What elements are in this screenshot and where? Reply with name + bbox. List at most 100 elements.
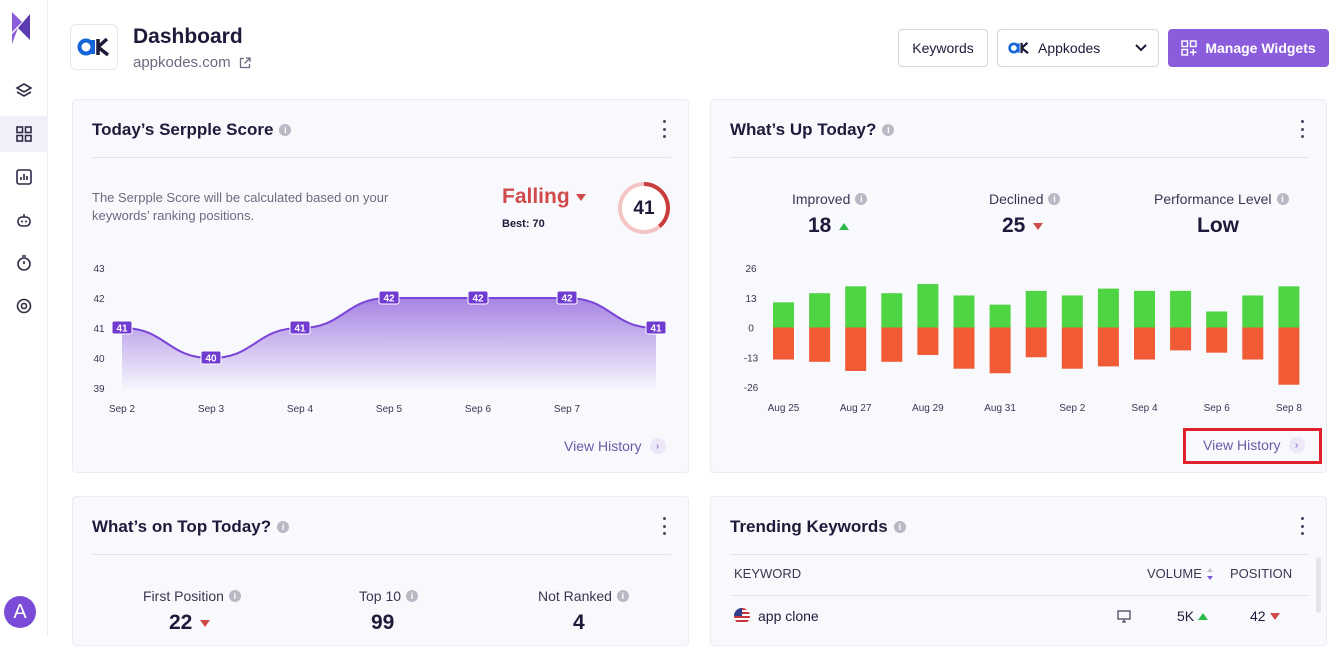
performance-label-text: Performance Level (1154, 191, 1272, 207)
declined-bar (1242, 327, 1264, 360)
serpple-score-card: Today’s Serpple Score i The Serpple Scor… (72, 99, 689, 473)
layers-icon (15, 83, 33, 97)
chevron-right-icon: › (649, 438, 666, 454)
info-icon[interactable]: i (1276, 193, 1289, 205)
site-select[interactable]: Appkodes (997, 29, 1159, 67)
score-area-fill (122, 298, 656, 388)
improved-bar (1206, 311, 1228, 328)
more-options-icon[interactable] (1299, 517, 1305, 535)
trend-status-text: Falling (502, 185, 570, 208)
y-tick-label: -26 (744, 383, 759, 394)
manage-widgets-button[interactable]: Manage Widgets (1168, 29, 1329, 67)
more-options-icon[interactable] (661, 120, 667, 138)
table-row-keyword[interactable]: app clone (734, 608, 819, 624)
declined-bar (1097, 327, 1119, 367)
info-icon[interactable]: i (616, 590, 629, 602)
improved-bar (1025, 290, 1047, 328)
more-options-icon[interactable] (1299, 120, 1305, 138)
down-arrow-icon (1269, 612, 1280, 620)
performance-value: Low (1197, 214, 1239, 237)
us-flag-icon (734, 608, 750, 624)
y-tick-label: -13 (744, 353, 759, 364)
sidebar-item-dashboard[interactable] (0, 116, 48, 152)
data-point-badge (289, 320, 311, 335)
site-domain[interactable]: appkodes.com (133, 54, 251, 71)
declined-bar (773, 327, 794, 360)
first-position-value: 22 (169, 611, 211, 635)
info-icon[interactable]: i (228, 590, 241, 602)
column-header-position[interactable]: POSITION (1230, 566, 1293, 581)
keywords-button[interactable]: Keywords (898, 29, 988, 67)
improved-bar (809, 293, 831, 328)
info-icon[interactable]: i (277, 521, 290, 533)
declined-bar (1061, 327, 1083, 369)
data-point-badge (645, 320, 667, 335)
declined-label-text: Declined (989, 191, 1044, 207)
timer-icon (17, 255, 31, 271)
improved-bar (917, 284, 939, 328)
dashboard-icon (16, 126, 32, 142)
sidebar-item-settings[interactable] (0, 288, 48, 324)
sidebar-item-layers[interactable] (0, 73, 48, 109)
up-arrow-icon (1198, 612, 1209, 620)
app-logo-icon[interactable] (12, 12, 30, 44)
improved-bar (1134, 290, 1155, 328)
data-point-label: 42 (472, 294, 484, 305)
x-tick-label: Sep 5 (376, 404, 403, 415)
settings-icon (16, 298, 32, 314)
desktop-icon (1117, 610, 1131, 623)
info-icon[interactable]: i (279, 124, 292, 136)
serpple-score-title-text: Today’s Serpple Score (92, 120, 274, 139)
declined-bar (881, 327, 903, 362)
improved-bar (953, 295, 975, 328)
sidebar-item-timer[interactable] (0, 245, 48, 281)
info-icon[interactable]: i (882, 124, 895, 136)
table-scrollbar[interactable] (1316, 557, 1321, 613)
sidebar-item-bot[interactable] (0, 202, 48, 238)
not-ranked-value: 4 (573, 611, 585, 634)
data-point-label: 40 (205, 354, 217, 365)
x-tick-label: Sep 4 (1131, 403, 1158, 414)
first-position-label-text: First Position (143, 588, 224, 604)
card-divider (92, 554, 671, 555)
card-divider (730, 157, 1309, 158)
serpple-score-title: Today’s Serpple Score i (92, 120, 292, 140)
improved-value: 18 (808, 214, 850, 238)
top10-label: Top 10 i (359, 588, 419, 604)
table-header-divider (730, 595, 1309, 596)
score-line-chart: 43 42 41 40 39 Sep 2 Sep 3 Sep 4 Sep 5 Sep 6 Sep 7… (93, 264, 667, 415)
info-icon[interactable]: i (855, 193, 868, 205)
x-tick-label: Aug 25 (768, 403, 800, 414)
more-options-icon[interactable] (661, 517, 667, 535)
y-tick-label: 13 (745, 294, 757, 305)
whats-up-view-history-link[interactable]: View History › (1203, 437, 1305, 453)
declined-bar (809, 327, 831, 362)
improved-bar (845, 286, 867, 328)
position-cell: 42 (1250, 608, 1280, 624)
x-tick-label: Sep 8 (1276, 403, 1303, 414)
column-header-keyword[interactable]: KEYWORD (734, 566, 802, 581)
site-domain-text: appkodes.com (133, 54, 231, 71)
score-view-history-link[interactable]: View History › (564, 438, 666, 454)
sidebar-item-reports[interactable] (0, 159, 48, 195)
whats-up-card: What’s Up Today? i Improved i 18 Decline… (710, 99, 1327, 473)
declined-value: 25 (1002, 214, 1044, 238)
score-description: The Serpple Score will be calculated bas… (92, 190, 389, 223)
info-icon[interactable]: i (1048, 193, 1061, 205)
column-header-volume[interactable]: VOLUME (1147, 566, 1214, 581)
data-point-badge (467, 290, 489, 305)
sidebar: A (0, 0, 48, 636)
sort-icon[interactable] (1206, 567, 1214, 581)
not-ranked-label: Not Ranked i (538, 588, 629, 604)
user-avatar[interactable]: A (4, 596, 36, 628)
info-icon[interactable]: i (406, 590, 419, 602)
improved-bar (989, 304, 1011, 328)
external-link-icon[interactable] (239, 56, 251, 69)
declined-bar (1134, 327, 1155, 360)
info-icon[interactable]: i (893, 521, 906, 533)
improved-bar (773, 302, 794, 328)
position-value: 42 (1250, 608, 1266, 624)
y-tick-label: 40 (93, 354, 105, 365)
declined-bar (845, 327, 867, 371)
declined-bar (1170, 327, 1192, 351)
